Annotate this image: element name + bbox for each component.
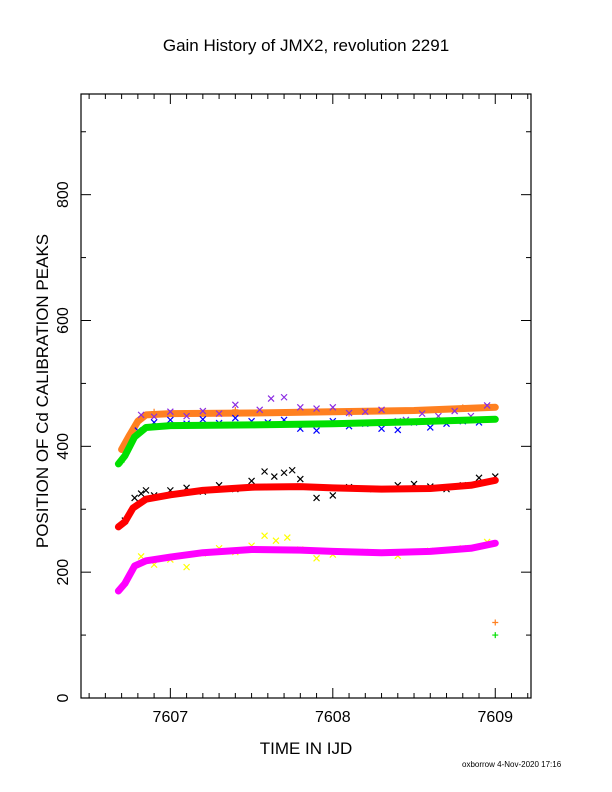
y-tick-label: 200 [55, 559, 72, 586]
data-point [313, 494, 320, 502]
data-point [329, 403, 337, 411]
data-point [394, 426, 402, 434]
series-5 [114, 476, 499, 531]
y-tick-label: 800 [55, 181, 72, 208]
data-point [231, 401, 239, 409]
data-point [361, 408, 369, 416]
data-point [231, 414, 239, 422]
data-point [426, 424, 434, 431]
fit-band [114, 476, 499, 531]
y-tick-label: 0 [55, 693, 72, 702]
data-point [280, 393, 288, 401]
data-point [199, 407, 207, 415]
data-point [451, 407, 459, 415]
x-tick-label: 7608 [315, 709, 351, 726]
data-point [378, 425, 385, 433]
series-0 [118, 403, 499, 626]
data-point [261, 468, 268, 475]
y-tick-label: 400 [55, 433, 72, 460]
data-point [267, 395, 275, 402]
y-axis-label: POSITION OF Cd CALIBRATION PEAKS [33, 234, 52, 548]
data-point [215, 410, 223, 418]
data-point [256, 406, 264, 414]
data-point [313, 554, 320, 562]
data-point [248, 477, 256, 485]
data-point [296, 403, 304, 411]
fit-band [114, 539, 499, 595]
data-point [459, 404, 466, 411]
footer-credit: oxborrow 4-Nov-2020 17:16 [462, 760, 562, 769]
data-point [288, 466, 296, 474]
series-layer [114, 393, 499, 639]
data-point [166, 408, 174, 416]
data-point [313, 427, 320, 435]
series-3 [114, 415, 499, 639]
data-point [378, 406, 385, 414]
data-point [137, 490, 145, 497]
data-point [272, 537, 280, 545]
data-point [492, 632, 499, 639]
data-point [137, 411, 145, 419]
data-point [394, 419, 401, 426]
data-point [151, 423, 158, 430]
data-point [232, 406, 239, 413]
data-point [131, 494, 139, 502]
data-point [492, 619, 499, 626]
data-point [183, 412, 191, 420]
x-tick-label: 7609 [477, 709, 513, 726]
data-point [483, 402, 491, 409]
fit-band [114, 415, 499, 468]
fit-band [118, 403, 499, 453]
data-point [270, 473, 278, 480]
data-point [142, 486, 150, 494]
data-point [280, 469, 288, 477]
data-point [283, 534, 291, 541]
data-point [296, 475, 304, 483]
data-point [313, 405, 320, 413]
data-point [264, 420, 271, 427]
data-point [118, 459, 125, 466]
chart-title: Gain History of JMX2, revolution 2291 [162, 36, 450, 55]
data-point [345, 409, 353, 417]
y-tick-label: 600 [55, 307, 72, 334]
plot-frame [80, 93, 532, 699]
data-point [199, 415, 207, 423]
data-point [418, 410, 426, 418]
data-point [150, 413, 158, 421]
data-point [183, 563, 191, 571]
data-point [151, 408, 158, 415]
x-axis-label: TIME IN IJD [260, 739, 353, 758]
axis-layer: 7607 7608 7609 0 200 400 600 800 [55, 94, 531, 726]
data-point [329, 491, 337, 499]
data-point [261, 532, 268, 540]
x-tick-label: 7607 [153, 709, 189, 726]
data-point [166, 416, 174, 424]
series-7 [114, 539, 499, 595]
